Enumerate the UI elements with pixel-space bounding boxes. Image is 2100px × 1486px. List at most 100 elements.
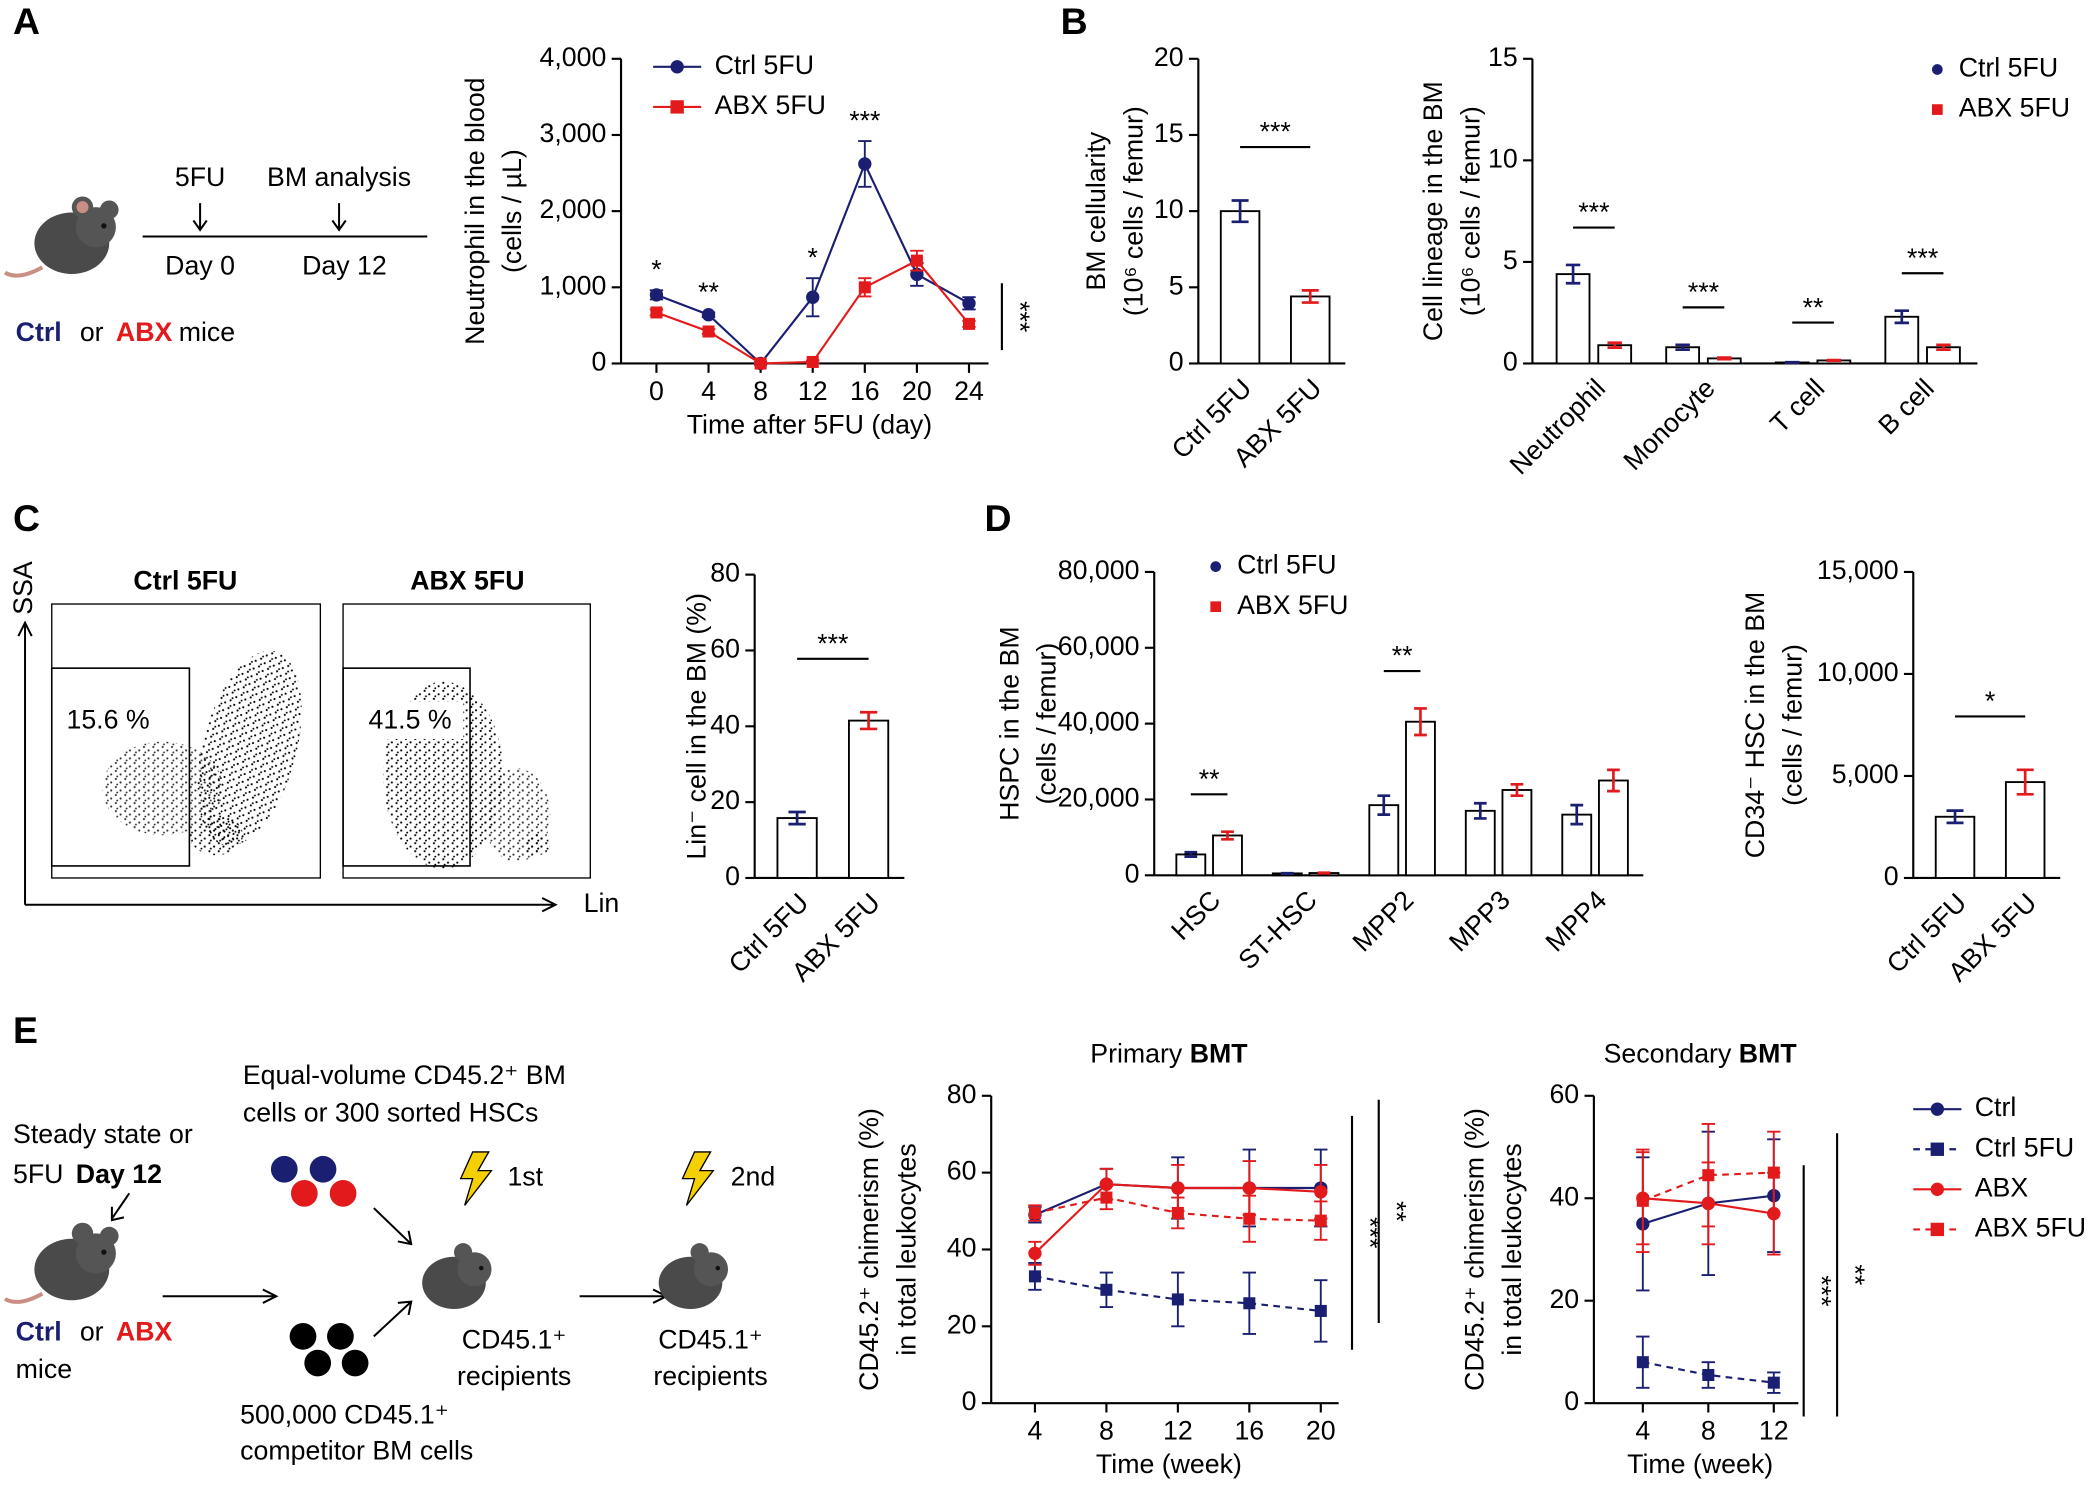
y-tick-label: 0 [1884, 861, 1899, 891]
condition-label: Steady state or [13, 1119, 193, 1149]
bar [1501, 789, 1533, 877]
y-tick-label: 80 [947, 1079, 977, 1109]
y-tick-label: 2,000 [539, 194, 606, 224]
error-bar [1184, 850, 1198, 859]
group-label: ABX [116, 317, 173, 347]
marker [1702, 1169, 1715, 1182]
arrow [192, 203, 208, 232]
gate [342, 667, 471, 867]
y-axis-label: (cells / femur) [1032, 643, 1062, 805]
y-tick-label: 60 [947, 1156, 977, 1186]
y-axis-label: (10⁶ cells / femur) [1455, 106, 1485, 316]
y-axis-label: CD45.2⁺ chimerism (%) [1459, 1108, 1489, 1391]
group-label: mice [16, 1354, 72, 1384]
marker [858, 281, 871, 294]
mouse-ear [99, 200, 119, 220]
y-tick-label: 20 [1549, 1284, 1579, 1314]
x-tick-label: MPP2 [1347, 885, 1420, 958]
error-bar [1221, 830, 1234, 841]
x-tick-label: 8 [753, 376, 768, 406]
marker [910, 254, 923, 267]
significance: *** [849, 105, 880, 135]
error-bar [1717, 356, 1732, 361]
marker [650, 306, 663, 319]
legend-label: ABX 5FU [1959, 93, 2070, 123]
title-part: BMT [1739, 1039, 1798, 1069]
marker [1028, 1206, 1041, 1219]
y-tick-label: 20 [947, 1309, 977, 1339]
marker [858, 157, 872, 171]
flow-events [523, 833, 551, 856]
marker [806, 290, 820, 304]
significance: ** [698, 277, 719, 307]
flow-y-label: SSA [8, 561, 38, 615]
y-tick-label: 40,000 [1058, 707, 1140, 737]
marker [702, 325, 715, 338]
marker [754, 357, 767, 370]
bar [776, 817, 818, 879]
group-label: Ctrl [16, 317, 62, 347]
y-tick-label: 80 [710, 558, 740, 588]
recipient-label: CD45.1⁺ [462, 1325, 567, 1355]
flow-title: Ctrl 5FU [133, 566, 237, 596]
significance: * [651, 255, 661, 285]
marker [1314, 1304, 1327, 1317]
irradiation-icon [459, 1151, 493, 1206]
cell [289, 1322, 317, 1350]
y-tick-label: 40 [947, 1233, 977, 1263]
x-tick-label: 12 [1163, 1416, 1193, 1446]
error-bar [1565, 263, 1581, 285]
y-tick-label: 0 [1503, 347, 1518, 377]
x-tick-label: Neutrophil [1504, 373, 1611, 480]
chart-title: Primary BMT [1090, 1039, 1248, 1069]
significance: ** [1392, 641, 1413, 671]
y-tick-label: 0 [725, 861, 740, 891]
x-axis-label: Time after 5FU (day) [687, 409, 932, 439]
error-bar [1231, 199, 1249, 224]
group-label: or [80, 1317, 104, 1347]
y-tick-label: 3,000 [539, 118, 606, 148]
error-bar [2016, 768, 2034, 796]
y-tick-label: 0 [591, 347, 606, 377]
y-tick-label: 0 [962, 1386, 977, 1416]
condition-label: Day 12 [76, 1159, 162, 1189]
y-axis-label: BM cellularity [1081, 131, 1111, 291]
error-bar [1317, 871, 1331, 875]
x-tick-label: 16 [850, 376, 880, 406]
chart-title: Secondary BMT [1604, 1039, 1798, 1069]
flow-axes [17, 620, 558, 913]
bar [1884, 315, 1920, 365]
x-tick-label: MPP3 [1443, 885, 1516, 958]
x-tick-label: T cell [1764, 373, 1830, 439]
error-bar [1473, 801, 1487, 820]
y-tick-label: 40 [710, 709, 740, 739]
mouse-eye [715, 1265, 721, 1271]
y-tick-label: 60 [710, 634, 740, 664]
group-label: Ctrl [16, 1317, 62, 1347]
error-bar [1936, 343, 1951, 352]
day-label: Day 0 [165, 250, 235, 280]
bar [1212, 834, 1243, 877]
series-line [1642, 1171, 1774, 1202]
marker [670, 100, 684, 114]
flow-events [189, 815, 243, 856]
panel-label: E [13, 1009, 38, 1051]
significance: *** [1355, 1217, 1385, 1248]
day-label: Day 12 [302, 250, 387, 280]
error-bar [788, 810, 806, 826]
event-label: BM analysis [267, 162, 411, 192]
gate [50, 667, 191, 867]
group-label: or [80, 317, 104, 347]
marker [1100, 1191, 1113, 1204]
y-tick-label: 0 [1169, 347, 1184, 377]
y-axis-label: in total leukocytes [1497, 1143, 1527, 1355]
flow-events [197, 650, 302, 846]
error-bar [1675, 343, 1690, 352]
significance: *** [1005, 301, 1035, 332]
gate-label-bg [356, 701, 464, 739]
x-tick-label: 8 [1099, 1416, 1114, 1446]
gate-percent: 15.6 % [66, 705, 149, 735]
flow-events [102, 741, 223, 836]
y-tick-label: 10 [1488, 143, 1518, 173]
